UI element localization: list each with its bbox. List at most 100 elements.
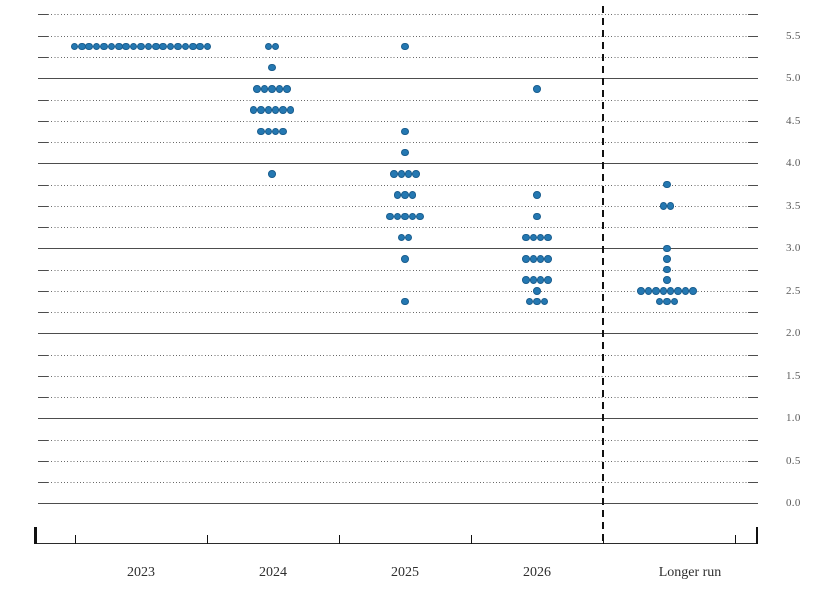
fomc-dot [536,276,545,284]
gridline-dotted [48,397,748,399]
fomc-dot [257,106,265,114]
ytick-label: 1.0 [786,412,801,425]
gridline-left-cap [38,290,48,292]
fomc-dot [283,85,291,93]
gridline-left-cap [38,99,48,101]
fomc-dot [122,42,130,51]
fomc-dot [689,287,697,295]
fomc-dot [189,42,197,51]
gridline-right-cap [748,227,758,228]
fomc-dot [144,42,153,51]
fomc-dot [663,244,671,253]
ytick-label: 4.0 [786,157,801,170]
fomc-dot [652,287,660,295]
gridline-left-cap [38,205,48,207]
fomc-dot [129,42,138,51]
fomc-dot [544,255,552,263]
fomc-dot [659,287,668,295]
x-axis-end-tick [34,527,37,544]
xtick-label: 2023 [127,565,155,580]
fomc-dot [401,42,409,51]
ytick-label: 4.5 [786,114,801,127]
fomc-dot [533,85,541,93]
gridline-left-cap [38,142,48,143]
fomc-dot [268,170,276,178]
gridline-solid [38,248,758,250]
fomc-dot [522,233,530,242]
fomc-dot [404,233,413,242]
gridline-right-cap [748,99,758,101]
fomc-dot [663,265,671,274]
gridline-right-cap [748,142,758,143]
x-axis-tick [339,535,340,544]
fomc-dot [264,42,273,51]
gridline-left-cap [38,312,48,314]
fomc-dot [279,127,287,136]
fomc-dot [659,202,668,210]
fomc-dot [544,276,552,284]
fomc-dot [85,42,93,51]
gridline-right-cap [748,120,758,122]
gridline-right-cap [748,375,758,377]
x-axis-tick [735,535,736,544]
fomc-dot [286,106,295,114]
fomc-dot [412,170,420,178]
fomc-dot [533,297,541,306]
fomc-dot [249,106,258,114]
fomc-dot [663,255,671,263]
fomc-dot [533,287,541,295]
gridline-left-cap [38,35,48,37]
gridline-right-cap [748,290,758,292]
gridline-dotted [48,56,748,58]
fomc-dot [386,212,394,221]
fomc-dot [271,106,280,114]
fomc-dot [666,202,675,210]
gridline-left-cap [38,184,48,186]
fomc-dot [78,42,86,51]
gridline-right-cap [748,269,758,271]
gridline-dotted [48,184,748,186]
fomc-dot [540,297,549,306]
x-axis [34,543,758,544]
fomc-dot [397,233,406,242]
gridline-left-cap [38,482,48,484]
gridline-dotted [48,35,748,37]
fomc-dot [257,127,265,136]
ytick-label: 1.5 [786,369,801,382]
gridline-dotted [48,227,748,228]
fomc-dot [70,42,79,51]
gridline-right-cap [748,312,758,314]
fomc-dot [115,42,123,51]
fomc-dot [271,42,280,51]
fomc-dot [637,287,645,295]
fomc-dot [663,180,671,189]
fomc-dot [404,170,413,178]
fomc-dot [666,287,675,295]
gridline-left-cap [38,439,48,441]
fomc-dot [674,287,682,295]
gridline-right-cap [748,439,758,441]
gridline-dotted [48,120,748,122]
fomc-dot [522,276,530,284]
gridline-left-cap [38,120,48,122]
fomc-dot [401,148,409,157]
xtick-label: 2026 [523,565,551,580]
fomc-dot [408,191,417,199]
gridline-dotted [48,354,748,356]
gridline-dotted [48,482,748,484]
gridline-dotted [48,14,748,16]
gridline-left-cap [38,354,48,356]
gridline-right-cap [748,35,758,37]
gridline-dotted [48,290,748,292]
fomc-dot [264,106,273,114]
ytick-label: 2.5 [786,284,801,297]
fomc-dot [644,287,653,295]
fomc-dot [174,42,182,51]
fomc-dot [181,42,190,51]
gridline-left-cap [38,227,48,228]
fomc-dot [401,297,409,306]
gridline-right-cap [748,397,758,399]
gridline-left-cap [38,375,48,377]
fomc-dot [655,297,664,306]
fomc-dot [522,255,530,263]
